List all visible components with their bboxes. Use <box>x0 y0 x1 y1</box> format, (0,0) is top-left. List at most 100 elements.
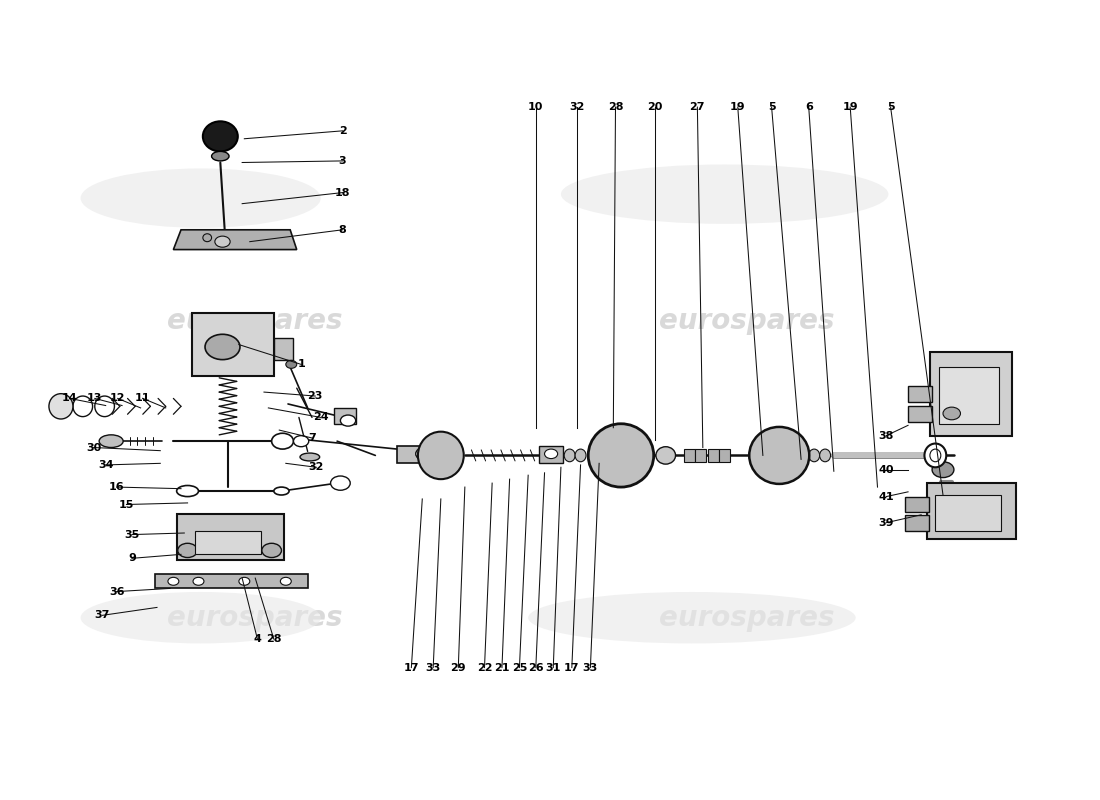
Text: 9: 9 <box>128 554 135 563</box>
Text: 37: 37 <box>95 610 110 620</box>
Ellipse shape <box>930 449 940 462</box>
Text: 17: 17 <box>564 662 580 673</box>
Ellipse shape <box>202 122 238 151</box>
Ellipse shape <box>48 394 73 419</box>
Ellipse shape <box>80 169 321 228</box>
Text: 10: 10 <box>528 102 543 112</box>
Text: 21: 21 <box>494 662 509 673</box>
Text: 27: 27 <box>690 102 705 112</box>
Ellipse shape <box>73 396 92 417</box>
Bar <box>935 495 1001 530</box>
Text: 29: 29 <box>451 662 466 673</box>
Ellipse shape <box>561 165 889 224</box>
Text: 6: 6 <box>805 102 813 112</box>
Text: 41: 41 <box>879 491 894 502</box>
Text: 15: 15 <box>119 499 134 510</box>
Text: 26: 26 <box>528 662 543 673</box>
Text: 40: 40 <box>879 465 894 474</box>
Text: 36: 36 <box>109 586 124 597</box>
Text: 18: 18 <box>334 187 350 198</box>
Text: 28: 28 <box>607 102 624 112</box>
Ellipse shape <box>575 449 586 462</box>
Ellipse shape <box>202 234 211 242</box>
Bar <box>909 386 932 402</box>
Ellipse shape <box>177 486 198 497</box>
Text: 39: 39 <box>879 518 894 528</box>
Bar <box>695 449 706 462</box>
Text: 31: 31 <box>546 662 561 673</box>
Text: 24: 24 <box>312 413 329 422</box>
Circle shape <box>272 434 294 449</box>
Circle shape <box>214 236 230 247</box>
Ellipse shape <box>300 453 320 461</box>
Text: 17: 17 <box>404 662 419 673</box>
Circle shape <box>340 415 355 426</box>
Text: 20: 20 <box>647 102 662 112</box>
FancyBboxPatch shape <box>930 353 1012 436</box>
Polygon shape <box>174 230 297 250</box>
Bar <box>909 406 932 422</box>
Ellipse shape <box>588 449 600 462</box>
Bar <box>334 408 355 424</box>
Text: 23: 23 <box>308 391 323 401</box>
FancyBboxPatch shape <box>926 483 1016 538</box>
Text: eurospares: eurospares <box>167 604 343 632</box>
Ellipse shape <box>418 432 464 479</box>
Bar <box>708 449 719 462</box>
Ellipse shape <box>564 449 575 462</box>
Text: eurospares: eurospares <box>659 604 834 632</box>
Text: 13: 13 <box>87 394 102 403</box>
Text: 4: 4 <box>253 634 262 644</box>
Circle shape <box>932 462 954 478</box>
Text: 2: 2 <box>339 126 346 136</box>
Bar <box>938 366 999 424</box>
Text: 32: 32 <box>309 462 324 472</box>
Text: 19: 19 <box>843 102 858 112</box>
Ellipse shape <box>178 543 197 558</box>
Text: 33: 33 <box>426 662 441 673</box>
Circle shape <box>416 447 433 460</box>
Ellipse shape <box>808 449 820 462</box>
Bar <box>397 446 425 463</box>
Text: 12: 12 <box>110 394 125 403</box>
Bar <box>274 338 294 361</box>
Circle shape <box>280 578 292 586</box>
Text: 28: 28 <box>266 634 282 644</box>
Circle shape <box>544 449 558 458</box>
Text: eurospares: eurospares <box>659 307 834 335</box>
Circle shape <box>168 578 179 586</box>
Text: 1: 1 <box>297 359 305 370</box>
Text: 14: 14 <box>62 394 77 403</box>
Ellipse shape <box>274 487 289 495</box>
Ellipse shape <box>588 424 653 487</box>
Bar <box>195 530 261 554</box>
Text: 19: 19 <box>730 102 746 112</box>
Text: 5: 5 <box>768 102 776 112</box>
Ellipse shape <box>924 443 946 467</box>
Text: 3: 3 <box>339 156 346 166</box>
Text: 35: 35 <box>124 530 140 539</box>
Bar <box>155 574 308 589</box>
Text: 11: 11 <box>135 394 151 403</box>
Bar <box>684 449 695 462</box>
Circle shape <box>192 578 204 586</box>
Ellipse shape <box>80 592 321 643</box>
Ellipse shape <box>262 543 282 558</box>
Circle shape <box>205 334 240 360</box>
Circle shape <box>294 436 309 446</box>
Text: 33: 33 <box>583 662 598 673</box>
Ellipse shape <box>749 427 810 484</box>
Text: 7: 7 <box>308 433 316 443</box>
Circle shape <box>286 361 297 368</box>
Bar <box>905 497 928 513</box>
Text: 34: 34 <box>98 460 113 470</box>
Text: 25: 25 <box>512 662 527 673</box>
Ellipse shape <box>99 435 123 447</box>
Ellipse shape <box>656 446 675 464</box>
Text: eurospares: eurospares <box>167 307 343 335</box>
Ellipse shape <box>820 449 830 462</box>
FancyBboxPatch shape <box>177 514 284 560</box>
Text: 38: 38 <box>879 430 894 441</box>
Bar <box>719 449 730 462</box>
Ellipse shape <box>211 151 229 161</box>
